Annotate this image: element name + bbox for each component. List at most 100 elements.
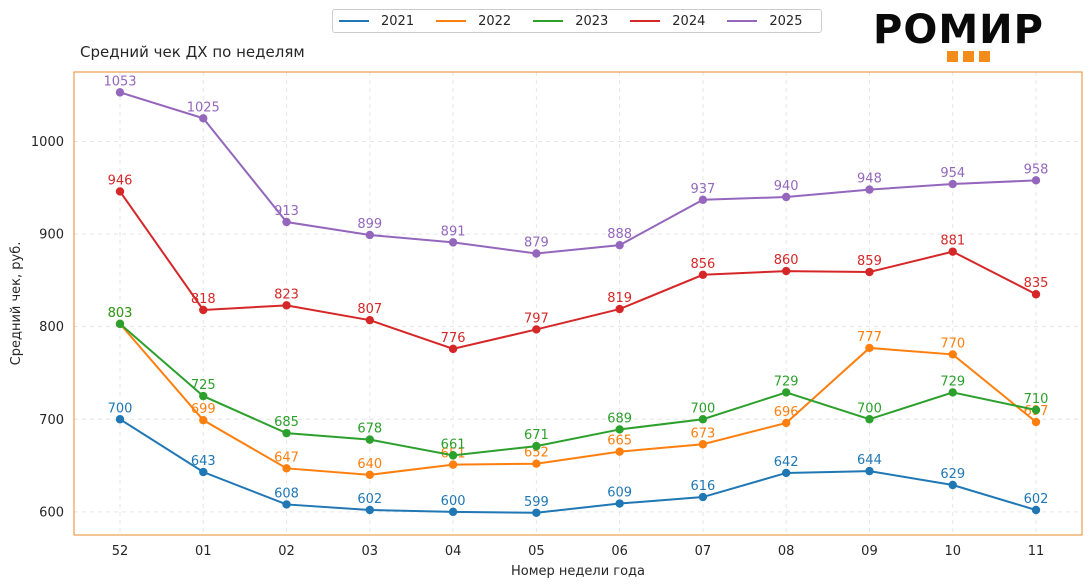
data-point-2023 bbox=[865, 415, 874, 424]
y-tick-label: 800 bbox=[39, 320, 64, 335]
data-point-2025 bbox=[282, 217, 291, 227]
y-tick-label: 1000 bbox=[31, 135, 64, 150]
y-axis-label: Средний чек, руб. bbox=[9, 242, 24, 366]
data-point-2021 bbox=[781, 468, 791, 478]
data-point-2024 bbox=[199, 305, 208, 315]
plot-frame bbox=[73, 71, 1083, 536]
data-point-2023 bbox=[948, 388, 957, 397]
data-label-2024: 856 bbox=[690, 257, 715, 272]
data-point-2025 bbox=[698, 195, 708, 204]
data-label-2023: 671 bbox=[524, 428, 549, 443]
data-label-2021: 629 bbox=[940, 467, 965, 482]
data-label-2021: 642 bbox=[774, 455, 799, 470]
x-tick-label: 05 bbox=[528, 544, 545, 559]
data-label-2023: 803 bbox=[108, 306, 133, 321]
data-label-2024: 819 bbox=[607, 291, 632, 306]
legend-label: 2024 bbox=[672, 13, 706, 29]
data-label-2021: 600 bbox=[441, 494, 466, 509]
data-point-2023 bbox=[282, 428, 291, 438]
data-label-2021: 609 bbox=[607, 486, 632, 501]
data-point-2024 bbox=[282, 301, 291, 310]
data-label-2023: 685 bbox=[274, 415, 299, 430]
x-tick-label: 10 bbox=[944, 544, 961, 559]
data-point-2024 bbox=[115, 187, 125, 196]
logo-square-icon bbox=[947, 51, 958, 62]
x-tick-label: 06 bbox=[611, 544, 628, 559]
data-point-2022 bbox=[448, 460, 458, 469]
data-point-2022 bbox=[948, 350, 957, 359]
data-point-2023 bbox=[365, 435, 375, 444]
data-label-2023: 700 bbox=[690, 401, 715, 416]
data-label-2021: 643 bbox=[191, 454, 216, 469]
data-point-2023 bbox=[781, 388, 791, 397]
data-label-2024: 776 bbox=[441, 331, 466, 346]
data-point-2021 bbox=[698, 492, 708, 502]
legend-item-2022: 2022 bbox=[436, 14, 523, 29]
data-point-2022 bbox=[365, 470, 375, 480]
data-label-2021: 644 bbox=[857, 453, 882, 468]
data-label-2024: 823 bbox=[274, 287, 299, 302]
data-label-2025: 1025 bbox=[187, 100, 220, 115]
data-label-2024: 807 bbox=[357, 302, 382, 317]
data-label-2024: 946 bbox=[108, 173, 133, 188]
data-label-2021: 608 bbox=[274, 486, 299, 501]
data-label-2025: 940 bbox=[774, 179, 799, 194]
data-point-2025 bbox=[448, 238, 458, 247]
data-label-2022: 770 bbox=[940, 336, 965, 351]
data-point-2022 bbox=[698, 440, 708, 449]
data-point-2022 bbox=[532, 459, 541, 468]
data-label-2025: 948 bbox=[857, 172, 882, 187]
data-label-2022: 673 bbox=[690, 426, 715, 441]
data-point-2024 bbox=[448, 344, 458, 354]
data-label-2023: 678 bbox=[357, 422, 382, 437]
data-point-2023 bbox=[1031, 405, 1041, 415]
x-tick-label: 09 bbox=[861, 544, 878, 559]
y-tick-label: 700 bbox=[39, 413, 64, 428]
data-point-2022 bbox=[615, 447, 624, 456]
data-point-2025 bbox=[199, 114, 208, 123]
data-point-2024 bbox=[365, 315, 375, 325]
data-point-2021 bbox=[199, 467, 208, 477]
legend-label: 2023 bbox=[575, 13, 609, 29]
data-point-2023 bbox=[532, 441, 541, 451]
x-tick-label: 02 bbox=[278, 544, 295, 559]
data-point-2021 bbox=[1031, 505, 1041, 515]
legend-item-2021: 2021 bbox=[339, 14, 426, 29]
data-point-2021 bbox=[865, 466, 874, 476]
data-label-2022: 777 bbox=[857, 330, 882, 345]
data-point-2021 bbox=[282, 500, 291, 509]
data-label-2023: 725 bbox=[191, 378, 216, 393]
data-label-2023: 710 bbox=[1024, 392, 1049, 407]
data-point-2021 bbox=[115, 415, 125, 424]
data-point-2025 bbox=[1031, 176, 1041, 185]
x-tick-label: 07 bbox=[695, 544, 712, 559]
data-label-2024: 859 bbox=[857, 254, 882, 269]
data-label-2024: 881 bbox=[940, 234, 965, 249]
data-label-2022: 652 bbox=[524, 446, 549, 461]
data-label-2022: 696 bbox=[774, 405, 799, 420]
data-point-2021 bbox=[948, 480, 957, 490]
data-label-2025: 899 bbox=[357, 217, 382, 232]
y-tick-label: 600 bbox=[39, 505, 64, 520]
data-label-2023: 689 bbox=[607, 411, 632, 426]
data-point-2024 bbox=[698, 270, 708, 279]
y-tick-label: 900 bbox=[39, 228, 64, 243]
data-label-2025: 891 bbox=[441, 224, 466, 239]
x-axis-label: Номер недели года bbox=[511, 564, 645, 579]
x-tick-label: 08 bbox=[778, 544, 795, 559]
data-label-2022: 699 bbox=[191, 402, 216, 417]
data-point-2022 bbox=[282, 464, 291, 473]
data-label-2022: 803 bbox=[108, 306, 133, 321]
data-label-2025: 958 bbox=[1024, 162, 1049, 177]
data-point-2022 bbox=[865, 343, 874, 353]
data-point-2021 bbox=[448, 507, 458, 517]
data-point-2025 bbox=[365, 230, 375, 240]
data-point-2024 bbox=[948, 247, 957, 256]
data-label-2023: 700 bbox=[857, 401, 882, 416]
data-point-2023 bbox=[199, 391, 208, 401]
legend-item-2025: 2025 bbox=[727, 14, 814, 29]
data-label-2024: 835 bbox=[1024, 276, 1049, 291]
data-label-2025: 937 bbox=[690, 182, 715, 197]
data-label-2025: 879 bbox=[524, 235, 549, 250]
logo-square-icon bbox=[963, 51, 974, 62]
